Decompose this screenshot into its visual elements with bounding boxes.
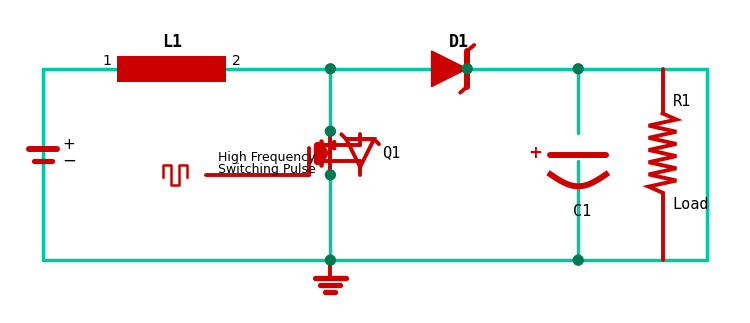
Circle shape [326,64,335,74]
Text: 1: 1 [103,54,111,68]
Text: High Frequency: High Frequency [218,151,316,163]
Circle shape [573,255,584,265]
Circle shape [573,64,584,74]
Text: C1: C1 [573,204,592,219]
Circle shape [326,170,335,180]
Circle shape [462,64,472,74]
Text: D1: D1 [449,33,470,51]
Text: +: + [529,144,542,162]
Text: Q1: Q1 [382,146,400,161]
Bar [117,56,226,82]
Circle shape [326,126,335,136]
Polygon shape [431,51,467,87]
Circle shape [326,255,335,265]
Text: Switching Pulse: Switching Pulse [218,163,316,176]
Text: 2: 2 [232,54,241,68]
Polygon shape [322,141,328,165]
Text: +: + [63,137,76,152]
Text: −: − [63,151,76,170]
Text: R1: R1 [673,94,691,109]
Text: L1: L1 [162,33,182,51]
Text: Load: Load [673,197,709,212]
